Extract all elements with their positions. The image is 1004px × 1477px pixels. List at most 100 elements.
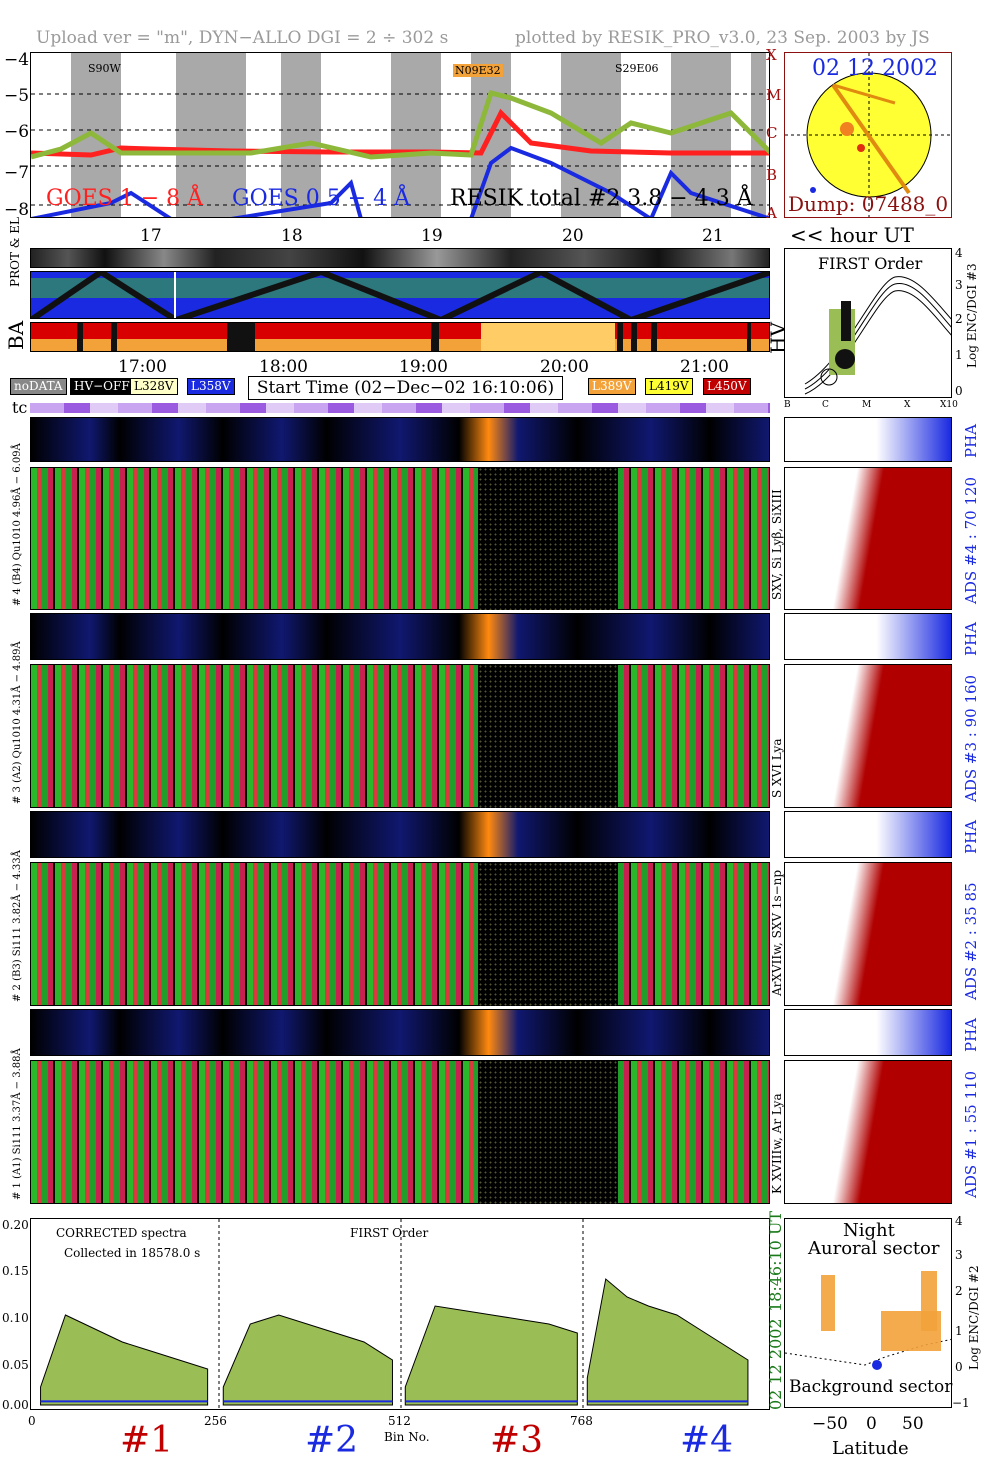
dump-label: Dump: 07488_0 [788,192,949,216]
sun-disk-plot [785,53,951,217]
aurora-ytick: 3 [955,1248,963,1262]
aurora-ytick: 2 [955,1284,963,1298]
first-order-scatter [804,276,951,395]
spectrum-xtick: 512 [388,1414,411,1428]
pha-image-panel [30,1009,770,1056]
channel-label: # 3 (A2) Qu1010 4.31Å − 4.89Å [12,641,23,804]
aurora-ytick: 4 [955,1214,963,1228]
aurora-xtick: 50 [902,1414,924,1434]
first-order-ytick: 0 [955,384,963,398]
pha-histogram [784,811,952,858]
spectrum-date: 02 12 2002 [766,1318,785,1410]
aurora-xtick: 0 [866,1414,877,1434]
spectrogram-panel [30,1060,770,1204]
prot-el-plot [31,272,769,318]
channel-pha-label: 6.09Å [12,443,23,473]
spectrogram-noise-region [478,467,618,610]
first-order-ytick: 3 [955,278,963,292]
channel-lines-label: ArXVIIw, SXV 1s−np [770,869,784,996]
spectrogram-panel [30,467,770,610]
flare-shade-band [671,53,731,217]
spectrum-title: CORRECTED spectra [56,1226,187,1240]
goes-lightcurve-plot [31,53,769,217]
aurora-scatter [785,1271,951,1370]
active-region-label: S90W [88,62,121,75]
ads-label: ADS #1 : 55 110 [962,1070,980,1198]
spectrum-xlabel: Bin No. [384,1430,430,1444]
time-tick: 20:00 [540,357,589,377]
channel-number: #1 [120,1420,174,1461]
spectrum-time: 18:46:10 UT [766,1210,785,1312]
spectrum-plot [40,1219,749,1409]
hour-tick: 17 [140,226,162,246]
ads-histogram [784,467,952,610]
spectrum-ytick: 0.15 [2,1264,29,1278]
spectrum-ytick: 0.00 [2,1398,29,1412]
tc-label: tc [12,398,28,417]
goes-ytick: −7 [4,163,30,183]
channel-pha-label: 4.33Å [12,850,23,880]
aurora-title-night: Night [843,1220,895,1241]
active-region-marker [840,122,854,136]
orbit-track [832,83,896,105]
channel-number: #4 [680,1420,734,1461]
pha-histogram [784,417,952,462]
goes-panel [30,52,770,218]
spectrogram-panel [30,664,770,808]
ba-label: BA [4,320,28,350]
spectrogram-noise-region [478,664,618,808]
hour-tick: 21 [702,226,724,246]
flare-shade-band [176,53,246,217]
flare-shade-band [391,53,441,217]
legend-l419: L419V [645,378,693,395]
first-order-xtick: C [822,400,829,410]
first-order-xtick: X10 [940,400,958,410]
ba-plot [31,323,769,351]
aurora-ylabel: Log ENC/DGI #2 [967,1265,981,1370]
resik-total-curve [31,90,769,160]
time-tick: 17:00 [118,357,167,377]
spectrum-xtick: 256 [204,1414,227,1428]
tc-strip [30,403,770,413]
spectrum-series [586,1278,749,1406]
channel-lines-label: SXV, Si Lyβ, SiXIII [770,489,784,600]
ads-label: ADS #2 : 35 85 [962,882,980,1000]
spectrogram-noise-region [478,862,618,1006]
legend-goes-long: GOES 1 − 8 Å [46,186,204,211]
spectrum-series [40,1314,209,1406]
legend-l450: L450V [703,378,751,395]
aurora-xtick: −50 [812,1414,848,1434]
channel-pha-label: 3.88Å [12,1048,23,1078]
satellite-marker [810,187,816,193]
pha-histogram [784,613,952,660]
prot-el-label: PROT & EL [8,217,22,287]
goes-ytick: −4 [4,50,30,70]
legend-l358: L358V [187,378,235,395]
pha-label: PHA [962,621,980,656]
aurora-xlabel: Latitude [832,1438,909,1459]
first-order-axis-label: Log ENC/DGI #3 [965,263,979,368]
prot-el-panel [30,271,770,319]
channel-label-text: # 2 (B3) Si111 3.82Å − [12,882,23,1002]
header-right: plotted by RESIK_PRO_v3.0, 23 Sep. 2003 … [515,28,930,48]
ba-panel [30,322,770,352]
channel-label: # 1 (A1) Si111 3.37Å − 3.88Å [12,1048,23,1200]
pha-histogram [784,1009,952,1056]
ads-label: ADS #3 : 90 160 [962,674,980,802]
spectrum-series [222,1314,393,1406]
channel-label: # 4 (B4) Qu1010 4.96Å − 6.09Å [12,443,23,606]
aurora-ytick: 1 [955,1324,963,1338]
hour-tick: 20 [562,226,584,246]
orbit-track [831,83,911,195]
active-region-marker [857,144,865,152]
particle-strip [30,248,770,268]
channel-label-text: # 3 (A2) Qu1010 4.31Å − [12,674,23,804]
goes-class: C [766,124,778,142]
time-tick: 21:00 [680,357,729,377]
goes-ytick: −6 [4,122,30,142]
active-region-label: S29E06 [615,62,659,75]
goes-class: A [766,204,777,222]
goes-ytick: −5 [4,86,30,106]
channel-label-text: # 1 (A1) Si111 3.37Å − [12,1080,23,1200]
goes-ytick: −8 [4,200,30,220]
